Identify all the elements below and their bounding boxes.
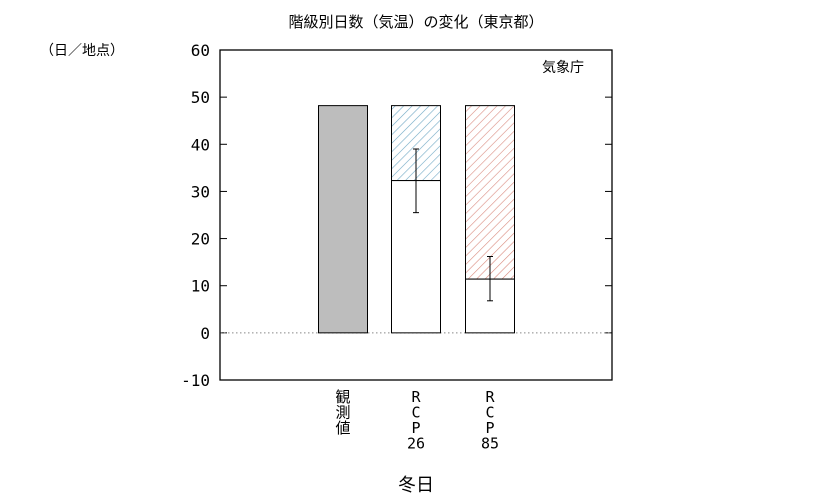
x-category-label-obs: 値 xyxy=(335,419,350,437)
x-category-label-rcp85: 85 xyxy=(481,435,499,453)
y-tick-label: 0 xyxy=(200,324,210,343)
y-axis: -10 0 10 20 30 40 50 60 xyxy=(181,41,612,390)
y-tick-label: -10 xyxy=(181,371,210,390)
bar-rcp26 xyxy=(391,180,441,334)
y-tick-label: 40 xyxy=(191,135,210,154)
plot-frame xyxy=(219,49,613,381)
y-axis-label: （日／地点） xyxy=(40,43,124,59)
bars xyxy=(318,105,515,334)
credit-label: 気象庁 xyxy=(542,60,584,76)
x-category-label-obs: 観 xyxy=(335,388,350,406)
y-tick-label: 30 xyxy=(191,182,210,201)
y-tick-label: 60 xyxy=(191,41,210,60)
x-category-label-rcp26: R xyxy=(411,388,421,406)
x-category-label-rcp26: P xyxy=(411,419,420,437)
x-category-label-rcp85: R xyxy=(485,388,495,406)
x-category-label-rcp26: 26 xyxy=(407,435,425,453)
y-tick-label: 10 xyxy=(191,277,210,296)
bar-change-rcp85 xyxy=(465,105,515,280)
x-category-label-rcp26: C xyxy=(411,404,420,422)
x-axis-label: 冬日 xyxy=(398,475,434,496)
chart-title: 階級別日数（気温）の変化（東京都） xyxy=(288,13,543,31)
x-category-label-rcp85: P xyxy=(485,419,494,437)
y-tick-label: 50 xyxy=(191,88,210,107)
x-category-label-rcp85: C xyxy=(485,404,494,422)
y-tick-label: 20 xyxy=(191,230,210,249)
x-category-label-obs: 測 xyxy=(335,404,350,422)
bar-rcp85 xyxy=(465,278,515,334)
bar-obs xyxy=(318,105,368,334)
